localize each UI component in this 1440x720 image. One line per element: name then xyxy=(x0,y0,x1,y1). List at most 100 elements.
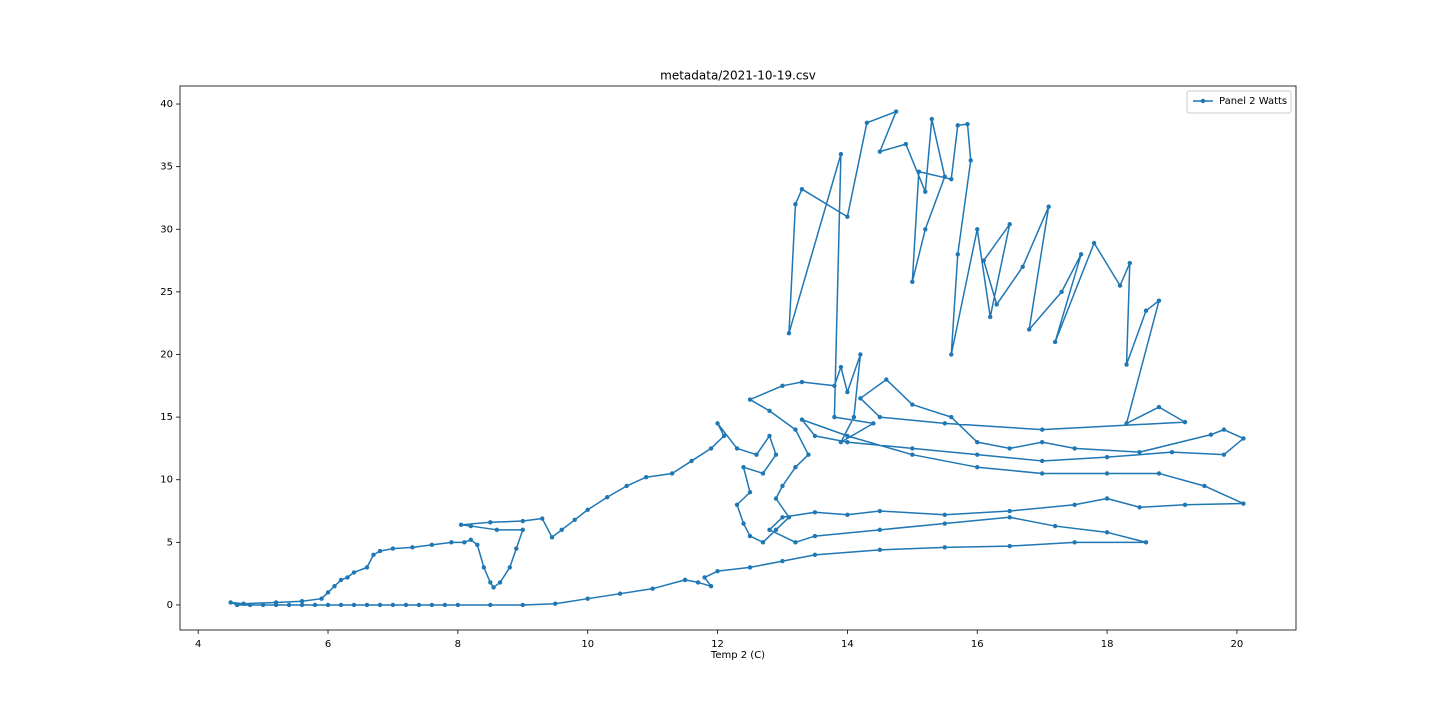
data-point xyxy=(1007,515,1012,520)
data-point xyxy=(338,602,344,608)
data-point xyxy=(708,583,714,589)
data-point xyxy=(1169,449,1175,455)
data-point xyxy=(1026,327,1032,332)
legend-marker xyxy=(1200,98,1206,104)
y-tick-label: 15 xyxy=(160,412,173,423)
x-tick-label: 16 xyxy=(971,639,984,650)
data-point xyxy=(520,527,525,533)
data-point xyxy=(773,527,779,533)
data-point xyxy=(721,433,727,439)
data-point xyxy=(858,396,863,401)
data-point xyxy=(488,580,493,585)
x-tick-label: 14 xyxy=(841,639,854,650)
data-point xyxy=(812,552,818,558)
data-point xyxy=(1007,543,1012,549)
data-point xyxy=(234,602,240,608)
data-point xyxy=(1052,339,1058,345)
data-point xyxy=(371,552,376,558)
data-point xyxy=(747,533,753,539)
data-point xyxy=(319,596,324,601)
data-point xyxy=(312,602,318,608)
data-point xyxy=(377,602,383,608)
data-point xyxy=(1182,502,1188,507)
data-point xyxy=(965,121,970,127)
data-point xyxy=(540,516,545,521)
data-point xyxy=(916,169,922,174)
data-point xyxy=(767,527,772,533)
data-point xyxy=(968,158,973,163)
data-point xyxy=(1117,283,1123,288)
data-point xyxy=(1104,530,1110,535)
data-point xyxy=(475,542,480,548)
data-point xyxy=(332,583,337,589)
data-point xyxy=(390,602,396,608)
x-tick-label: 10 xyxy=(581,639,594,650)
y-tick-label: 0 xyxy=(167,600,173,611)
data-point xyxy=(760,471,766,476)
data-point xyxy=(747,565,753,570)
data-point xyxy=(786,331,792,336)
data-point xyxy=(1127,260,1133,266)
data-point xyxy=(458,522,464,528)
data-point xyxy=(585,596,590,601)
data-point xyxy=(617,591,623,596)
data-point xyxy=(773,496,779,501)
data-point xyxy=(1202,483,1207,489)
data-point xyxy=(1039,427,1045,432)
data-point xyxy=(1020,264,1025,270)
data-point xyxy=(955,252,960,257)
data-point xyxy=(793,540,798,545)
data-point xyxy=(416,602,422,608)
data-point xyxy=(910,402,915,407)
data-point xyxy=(877,508,883,514)
data-point xyxy=(299,598,305,604)
data-point xyxy=(549,535,555,540)
data-point xyxy=(1039,458,1045,464)
axes-frame xyxy=(179,85,1297,631)
data-point xyxy=(845,214,850,219)
data-point xyxy=(893,109,899,114)
data-point xyxy=(1072,502,1077,507)
data-point xyxy=(741,465,746,470)
data-point xyxy=(286,602,292,608)
data-point xyxy=(497,580,503,585)
data-point xyxy=(241,601,246,606)
data-point xyxy=(975,452,980,457)
data-point xyxy=(832,383,837,389)
data-point xyxy=(338,577,344,583)
data-point xyxy=(767,408,772,414)
data-point xyxy=(1221,427,1227,432)
data-point xyxy=(760,540,766,545)
data-point xyxy=(845,389,850,395)
data-point xyxy=(682,577,688,583)
data-point xyxy=(767,433,772,439)
data-point xyxy=(1104,471,1110,476)
data-point xyxy=(364,565,370,570)
x-tick-label: 8 xyxy=(455,639,461,650)
data-point xyxy=(624,483,629,489)
x-tick-label: 20 xyxy=(1231,639,1244,650)
data-point xyxy=(845,512,850,517)
data-point xyxy=(799,186,805,192)
data-point xyxy=(754,452,759,457)
data-point xyxy=(949,352,954,357)
data-point xyxy=(1221,452,1227,457)
data-point xyxy=(1039,439,1045,445)
data-point xyxy=(910,446,915,451)
data-point xyxy=(786,515,792,520)
legend-box xyxy=(1186,90,1292,114)
data-point xyxy=(838,151,844,157)
x-tick-label: 12 xyxy=(711,639,724,650)
data-point xyxy=(429,602,435,608)
data-point xyxy=(325,590,331,595)
data-point xyxy=(1052,523,1058,529)
data-point xyxy=(702,575,707,580)
data-point xyxy=(780,383,785,389)
data-point xyxy=(1104,496,1110,501)
data-point xyxy=(604,495,610,500)
data-point xyxy=(884,377,889,382)
data-point xyxy=(812,433,818,439)
data-point xyxy=(923,227,928,232)
